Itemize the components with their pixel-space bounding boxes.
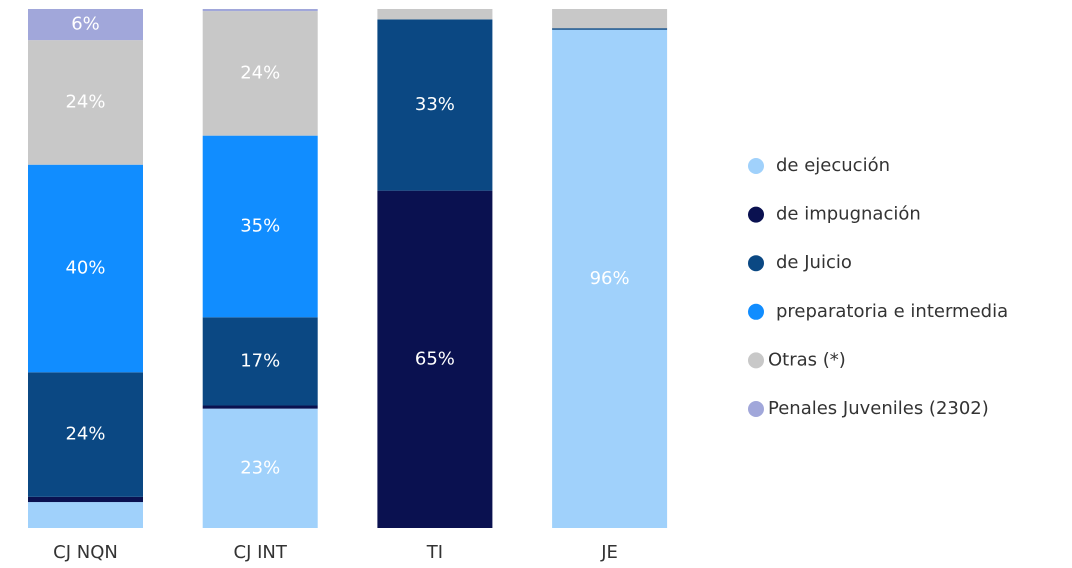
- bar-segment: [202, 135, 318, 318]
- x-tick-label: CJ NQN: [53, 542, 118, 563]
- data-label: 24%: [65, 424, 105, 445]
- x-tick-label: TI: [426, 542, 443, 563]
- bar-segment: [28, 9, 143, 41]
- bar-segment: [552, 28, 668, 30]
- legend-label: de ejecución: [776, 155, 890, 176]
- bar-segment: [202, 9, 318, 12]
- bar-segment: [377, 19, 493, 191]
- bar-segment: [28, 496, 143, 503]
- bar-segment: [28, 40, 143, 165]
- data-label: 6%: [71, 14, 100, 35]
- bar-segment: [28, 502, 143, 528]
- legend-marker: [748, 255, 764, 272]
- data-label: 65%: [415, 348, 455, 369]
- bar-segment: [377, 190, 493, 528]
- bar-segment: [28, 372, 143, 497]
- data-label: 33%: [415, 94, 455, 115]
- legend-label: de impugnación: [776, 204, 921, 225]
- legend-marker: [748, 352, 764, 369]
- data-label: 96%: [590, 268, 630, 289]
- data-label: 35%: [240, 215, 280, 236]
- bar-segment: [377, 9, 493, 20]
- legend-marker: [748, 158, 764, 174]
- x-tick-label: JE: [600, 542, 618, 563]
- bar-segment: [202, 408, 318, 528]
- legend-label: Otras (*): [768, 349, 846, 370]
- legend-label: preparatoria e intermedia: [776, 301, 1008, 322]
- bar-segment: [552, 29, 668, 528]
- data-label: 40%: [65, 258, 105, 279]
- data-label: 24%: [240, 62, 280, 83]
- bar-segment: [28, 164, 143, 373]
- data-label: 17%: [240, 350, 280, 371]
- bar-segment: [552, 9, 668, 29]
- data-label: 24%: [65, 91, 105, 112]
- legend-label: Penales Juveniles (2302): [768, 398, 989, 419]
- legend-label: de Juicio: [776, 252, 852, 273]
- data-label: 23%: [240, 457, 280, 478]
- legend-marker: [748, 206, 764, 223]
- bar-segment: [202, 11, 318, 136]
- x-tick-label: CJ INT: [234, 542, 288, 563]
- legend-marker: [748, 401, 764, 417]
- legend-marker: [748, 303, 764, 320]
- bar-segment: [202, 405, 318, 409]
- bar-segment: [202, 317, 318, 406]
